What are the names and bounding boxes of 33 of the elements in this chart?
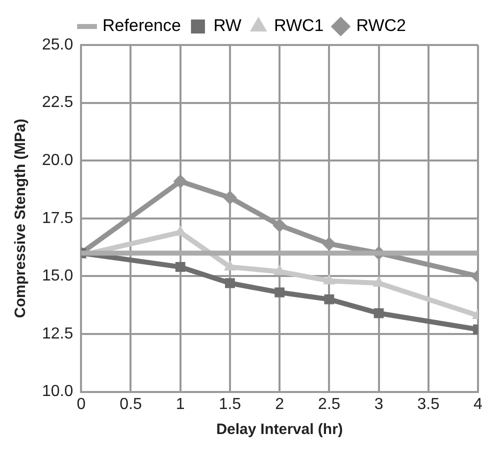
x-tick-label: 1 [176,396,185,413]
x-tick-label: 2.5 [318,396,340,413]
y-tick-label: 17.5 [42,210,74,227]
x-tick-label: 4 [474,396,483,413]
point [175,262,186,272]
legend-label: RW [213,16,242,36]
point [274,287,285,298]
legend-label: RWC1 [274,16,324,36]
point [272,218,287,232]
point [323,274,336,284]
x-axis-title: Delay Interval (hr) [216,421,343,438]
x-tick-label: 3.5 [417,396,440,413]
point [322,236,336,251]
point [324,294,334,304]
point [222,190,237,205]
point [274,264,286,276]
legend-label: RWC2 [356,16,406,36]
x-tick-label: 0.5 [120,396,142,413]
y-tick-label: 20.0 [42,152,74,170]
y-tick-label: 15.0 [42,268,74,285]
y-tick-label: 22.5 [42,94,74,112]
x-tick-label: 1.5 [218,396,242,413]
point [225,278,235,288]
point [173,174,188,188]
y-axis-title: Compressive Stength (MPa) [12,118,30,318]
point [374,308,384,318]
x-tick-label: 0 [76,396,86,413]
x-tick-label: 3 [374,396,384,413]
y-tick-label: 12.5 [42,325,74,342]
legend-label: Reference [102,16,181,36]
y-tick-label: 25.0 [42,36,74,54]
x-tick-label: 2 [275,396,284,413]
y-tick-label: 10.0 [42,383,74,400]
